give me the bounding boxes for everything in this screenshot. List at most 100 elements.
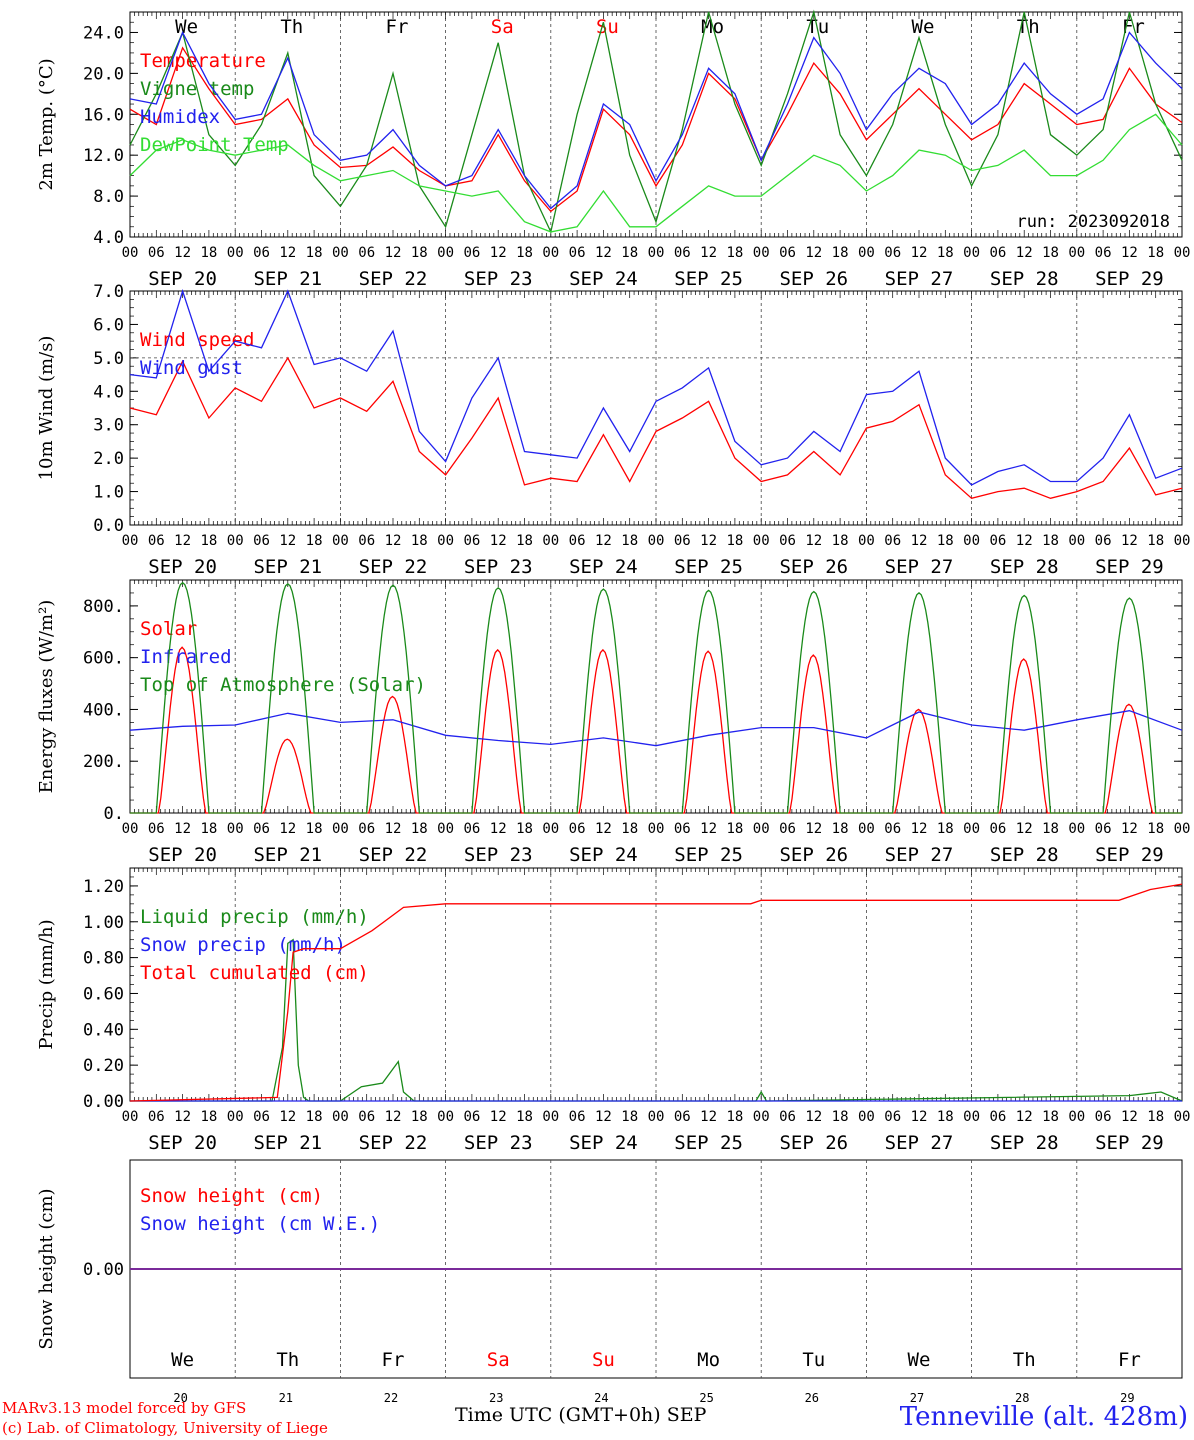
hour-label: 06 [569, 533, 586, 549]
day-number-label: 24 [594, 1391, 608, 1405]
hour-label: 06 [1095, 533, 1112, 549]
weekday-label: Th [1017, 16, 1040, 38]
weekday-label: Su [592, 1349, 615, 1371]
hour-label: 12 [385, 1109, 402, 1125]
hour-label: 00 [963, 821, 980, 837]
y-tick-label: 0.00 [83, 1092, 124, 1112]
day-number-label: 29 [1120, 1391, 1134, 1405]
day-number-label: 28 [1015, 1391, 1029, 1405]
hour-label: 06 [463, 821, 480, 837]
hour-label: 00 [332, 245, 349, 261]
date-label: SEP 28 [990, 556, 1059, 578]
hour-label: 12 [174, 245, 191, 261]
weekday-label: We [908, 1349, 931, 1371]
hour-label: 18 [832, 1109, 849, 1125]
date-label: SEP 28 [990, 268, 1059, 290]
legend-entry: Wind speed [140, 329, 254, 351]
hour-label: 00 [1068, 1109, 1085, 1125]
date-label: SEP 24 [569, 1132, 638, 1154]
y-axis-label: 10m Wind (m/s) [36, 336, 57, 481]
date-label: SEP 22 [359, 1132, 428, 1154]
date-label: SEP 20 [148, 844, 217, 866]
hour-label: 18 [1147, 821, 1164, 837]
legend-entry: Snow precip (mm/h) [140, 934, 346, 956]
weekday-label: Tu [802, 1349, 825, 1371]
series-line [129, 30, 1183, 210]
date-label: SEP 25 [674, 268, 743, 290]
y-tick-label: 0.40 [83, 1020, 124, 1040]
y-tick-label: 1.20 [83, 877, 124, 897]
hour-label: 12 [385, 245, 402, 261]
hour-label: 00 [753, 1109, 770, 1125]
date-label: SEP 22 [359, 556, 428, 578]
hour-label: 12 [1121, 533, 1138, 549]
y-tick-label: 7.0 [93, 282, 124, 302]
date-label: SEP 20 [148, 556, 217, 578]
weekday-label: Sa [487, 1349, 510, 1371]
date-label: SEP 25 [674, 556, 743, 578]
legend-entry: DewPoint Temp [140, 134, 289, 156]
hour-label: 00 [437, 1109, 454, 1125]
date-label: SEP 28 [990, 1132, 1059, 1154]
hour-label: 18 [726, 821, 743, 837]
hour-label: 06 [358, 245, 375, 261]
date-label: SEP 23 [464, 268, 533, 290]
hour-label: 06 [253, 1109, 270, 1125]
hour-label: 18 [937, 245, 954, 261]
date-label: SEP 26 [779, 268, 848, 290]
hour-label: 06 [674, 821, 691, 837]
date-label: SEP 24 [569, 844, 638, 866]
hour-label: 06 [148, 245, 165, 261]
hour-label: 12 [700, 533, 717, 549]
hour-label: 12 [490, 1109, 507, 1125]
day-number-label: 20 [173, 1391, 187, 1405]
hour-label: 18 [832, 245, 849, 261]
series-line [129, 113, 1183, 233]
date-label: SEP 20 [148, 1132, 217, 1154]
series-line [129, 288, 1183, 486]
date-label: SEP 22 [359, 844, 428, 866]
y-tick-label: 400. [83, 700, 124, 720]
hour-label: 18 [516, 533, 533, 549]
hour-label: 12 [595, 821, 612, 837]
hour-label: 06 [253, 245, 270, 261]
hour-label: 06 [463, 1109, 480, 1125]
hour-label: 06 [989, 245, 1006, 261]
hour-label: 18 [621, 1109, 638, 1125]
hour-label: 00 [963, 245, 980, 261]
y-tick-label: 0.0 [93, 516, 124, 536]
hour-label: 06 [884, 533, 901, 549]
date-label: SEP 22 [359, 268, 428, 290]
hour-label: 18 [411, 533, 428, 549]
series-line [129, 710, 1183, 747]
y-axis-label: Precip (mm/h) [36, 919, 57, 1049]
hour-label: 00 [437, 821, 454, 837]
hour-label: 00 [858, 821, 875, 837]
hour-label: 18 [516, 1109, 533, 1125]
y-tick-label: 5.0 [93, 349, 124, 369]
date-label: SEP 29 [1095, 268, 1164, 290]
hour-label: 00 [963, 1109, 980, 1125]
y-tick-label: 600. [83, 649, 124, 669]
hour-label: 12 [805, 821, 822, 837]
hour-label: 00 [227, 821, 244, 837]
hour-label: 06 [779, 533, 796, 549]
hour-label: 18 [832, 821, 849, 837]
hour-label: 12 [1121, 1109, 1138, 1125]
weekday-label: Th [276, 1349, 299, 1371]
date-label: SEP 29 [1095, 844, 1164, 866]
legend-entry: Snow height (cm W.E.) [140, 1213, 380, 1235]
hour-label: 00 [648, 533, 665, 549]
hour-label: 18 [306, 533, 323, 549]
hour-label: 06 [989, 1109, 1006, 1125]
date-label: SEP 29 [1095, 1132, 1164, 1154]
hour-label: 12 [911, 245, 928, 261]
hour-label: 12 [279, 245, 296, 261]
date-label: SEP 27 [885, 1132, 954, 1154]
date-label: SEP 21 [253, 1132, 322, 1154]
weekday-label: Su [596, 16, 619, 38]
hour-label: 06 [463, 245, 480, 261]
hour-label: 00 [648, 821, 665, 837]
hour-label: 18 [937, 821, 954, 837]
hour-label: 00 [1174, 245, 1191, 261]
